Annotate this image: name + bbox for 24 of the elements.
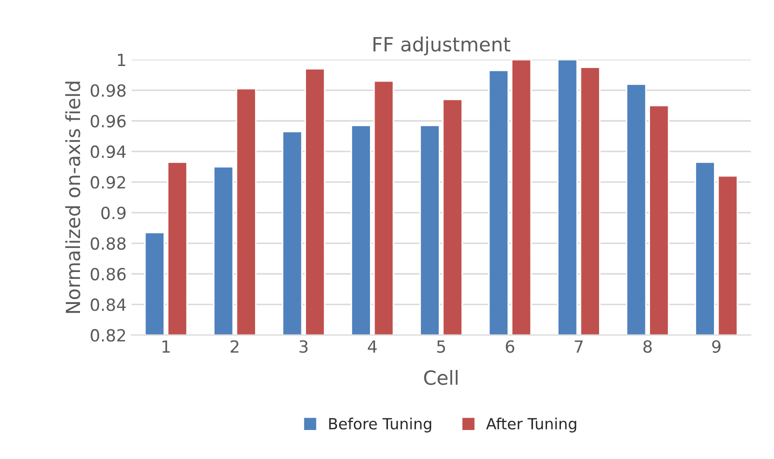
y-tick-label: 0.94 [90, 145, 126, 158]
y-tick-label: 0.96 [90, 114, 126, 128]
y-tick-label: 1 [118, 54, 126, 66]
x-tick-label: 5 [437, 340, 446, 353]
x-tick-label: 9 [712, 340, 721, 353]
x-tick-label: 1 [162, 340, 170, 353]
y-tick-label: 0.9 [101, 206, 126, 220]
y-tick-label: 0.86 [90, 268, 126, 280]
x-tick-label: 3 [300, 340, 308, 353]
y-tick-label: 0.98 [90, 84, 126, 97]
legend-label: Before Tuning [329, 418, 432, 432]
x-tick-label: 8 [643, 340, 652, 353]
y-tick-label: 0.84 [90, 298, 126, 312]
x-tick-label: 4 [368, 340, 377, 353]
y-tick-label: 0.88 [90, 237, 126, 250]
x-axis-title: Cell [424, 370, 458, 385]
y-axis-title: Normalized on-axis field [65, 82, 80, 313]
legend-label: After Tuning [486, 418, 576, 432]
chart-title: FF adjustment [374, 36, 510, 56]
x-tick-label: 2 [230, 340, 238, 353]
y-tick-label: 0.92 [90, 176, 126, 189]
x-tick-label: 6 [506, 340, 514, 353]
x-tick-label: 7 [574, 340, 583, 353]
y-tick-label: 0.82 [90, 329, 126, 342]
